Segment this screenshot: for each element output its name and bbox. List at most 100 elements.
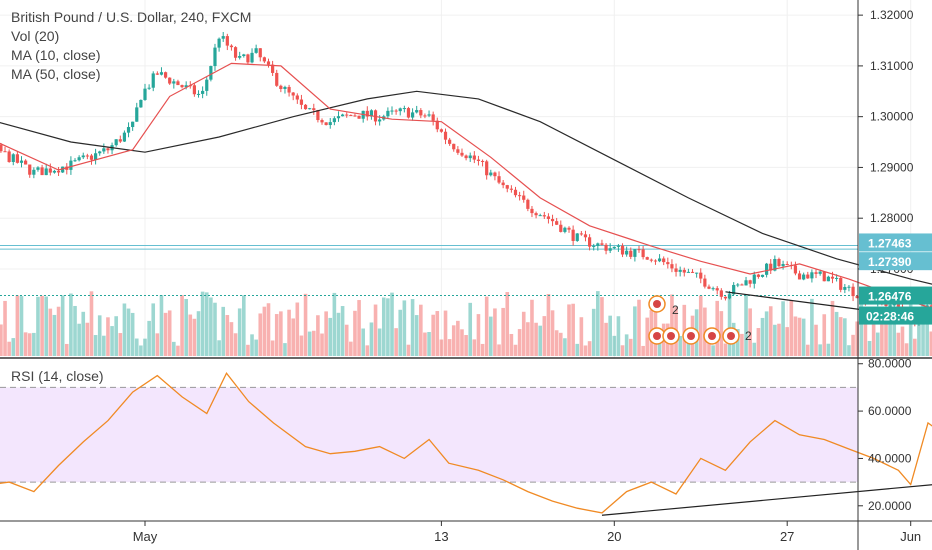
volume-bar <box>291 318 295 356</box>
volume-bar <box>888 293 892 356</box>
candle-body <box>826 276 830 282</box>
candle-body <box>373 110 378 122</box>
candle-body <box>571 229 575 241</box>
rsi-trendline[interactable] <box>601 482 932 516</box>
chart-title: British Pound / U.S. Dollar, 240, FXCM <box>11 9 251 25</box>
volume-bar <box>184 298 188 356</box>
volume-bar <box>591 308 596 356</box>
volume-bar <box>44 296 48 356</box>
volume-bar <box>530 299 534 356</box>
candle-body <box>287 86 291 93</box>
volume-bar <box>847 345 851 356</box>
candle-body <box>752 274 756 284</box>
volume-bar <box>777 323 781 356</box>
volume-bar <box>118 333 123 356</box>
candle-body <box>518 195 522 197</box>
volume-bar <box>900 326 905 356</box>
volume-bar <box>52 314 57 356</box>
candle-body <box>777 258 781 267</box>
volume-bar <box>744 294 748 356</box>
volume-bar <box>620 345 625 356</box>
volume-bar <box>155 333 160 356</box>
candle-body <box>369 110 374 117</box>
time-axis[interactable]: May 13 20 27 Jun <box>133 521 921 544</box>
candle-body <box>604 244 608 251</box>
volume-bar <box>295 302 300 356</box>
volume-bar <box>357 300 361 356</box>
volume-bar <box>254 339 258 356</box>
candle-body <box>390 110 394 112</box>
volume-bar <box>670 294 674 356</box>
candle-body <box>843 286 847 290</box>
candle-body <box>275 72 279 86</box>
volume-bar <box>579 317 584 356</box>
candle-body <box>645 257 649 260</box>
candle-body <box>588 237 592 247</box>
candle-body <box>303 104 308 110</box>
volume-bar <box>369 322 374 356</box>
candle-body <box>485 161 489 176</box>
candle-body <box>715 288 719 291</box>
candle-body <box>378 119 382 122</box>
candle-body <box>835 277 839 279</box>
candle-body <box>357 115 361 119</box>
volume-bar <box>233 333 238 356</box>
volume-bar <box>468 302 473 356</box>
volume-bar <box>283 343 287 356</box>
volume-bar <box>176 345 180 356</box>
candle-body <box>818 271 822 274</box>
volume-bar <box>151 303 156 356</box>
volume-bar <box>431 314 435 356</box>
candle-body <box>61 166 65 173</box>
volume-bar <box>698 295 703 356</box>
volume-bar <box>616 316 621 356</box>
volume-bar <box>719 311 724 356</box>
candle-body <box>0 144 3 152</box>
price-tick-label: 1.29000 <box>870 160 914 174</box>
candle-body <box>497 176 501 183</box>
rsi-axis[interactable]: 80.0000 60.0000 40.0000 20.0000 <box>858 357 912 513</box>
candle-body <box>456 149 460 153</box>
volume-bar <box>472 339 477 356</box>
volume-bar <box>316 315 320 356</box>
candle-body <box>513 189 518 196</box>
volume-bar <box>583 345 588 356</box>
candle-body <box>760 274 765 277</box>
candle-body <box>530 208 534 214</box>
candle-body <box>711 288 715 290</box>
candle-body <box>810 272 814 279</box>
candle-body <box>460 152 464 156</box>
volume-bar <box>246 344 250 356</box>
candle-body <box>48 168 52 173</box>
volume-bar <box>328 317 333 356</box>
candle-body <box>316 110 320 121</box>
volume-bar <box>114 316 118 356</box>
candle-body <box>291 92 295 96</box>
volume-bar <box>921 298 925 356</box>
volume-bar <box>801 318 806 356</box>
event-flag-icon <box>708 332 716 340</box>
candle-body <box>526 199 530 209</box>
volume-bar <box>163 312 168 356</box>
candle-body <box>538 215 542 217</box>
candle-body <box>225 36 229 46</box>
volume-bar <box>859 299 864 356</box>
event-markers[interactable]: 222362 <box>648 295 752 345</box>
candle-body <box>765 263 769 275</box>
candle-body <box>641 249 645 258</box>
candle-body <box>480 160 485 162</box>
volume-bar <box>262 306 267 356</box>
candle-body <box>341 114 345 117</box>
candle-body <box>633 249 637 257</box>
volume-bar <box>237 308 242 356</box>
candle-body <box>797 273 802 280</box>
candle-body <box>596 243 600 246</box>
price-badge <box>859 252 932 271</box>
candle-body <box>233 47 238 58</box>
candle-body <box>279 85 283 89</box>
price-badge-label: 1.27390 <box>868 255 912 269</box>
candle-body <box>546 216 551 219</box>
candle-body <box>283 86 287 89</box>
event-flag-icon <box>667 332 675 340</box>
